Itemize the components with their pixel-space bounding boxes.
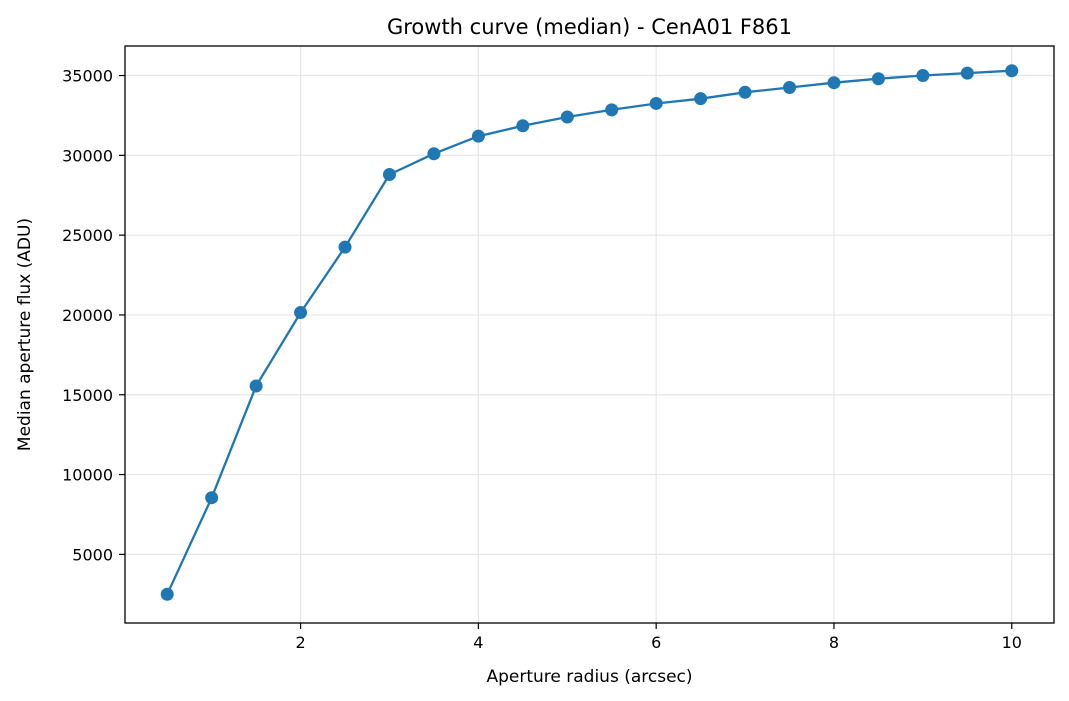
data-point bbox=[294, 306, 308, 320]
y-tick-label: 20000 bbox=[62, 306, 113, 325]
data-point bbox=[471, 129, 485, 143]
data-point bbox=[338, 240, 352, 254]
plot-frame bbox=[124, 45, 1055, 624]
y-tick-label: 25000 bbox=[62, 226, 113, 245]
y-tick-label: 15000 bbox=[62, 386, 113, 405]
x-tick-label: 10 bbox=[1002, 633, 1022, 652]
data-point bbox=[827, 76, 841, 90]
x-axis-ticks: 2 4 6 8 10 bbox=[295, 623, 1022, 652]
chart-title: Growth curve (median) - CenA01 F861 bbox=[387, 15, 792, 39]
data-point bbox=[249, 379, 263, 393]
x-tick-label: 4 bbox=[473, 633, 483, 652]
data-point bbox=[605, 103, 619, 117]
data-point bbox=[694, 92, 708, 106]
y-axis-ticks: 5000 10000 15000 20000 25000 30000 35000 bbox=[62, 67, 125, 564]
data-point bbox=[205, 491, 219, 505]
x-tick-label: 2 bbox=[295, 633, 305, 652]
grid-lines bbox=[125, 46, 1054, 623]
data-point bbox=[1005, 64, 1019, 78]
data-point bbox=[738, 85, 752, 99]
data-point bbox=[871, 72, 885, 86]
y-tick-label: 5000 bbox=[72, 545, 113, 564]
y-tick-label: 30000 bbox=[62, 146, 113, 165]
x-tick-label: 6 bbox=[651, 633, 661, 652]
x-axis-label: Aperture radius (arcsec) bbox=[486, 667, 692, 687]
data-point bbox=[560, 110, 574, 124]
y-tick-label: 35000 bbox=[62, 67, 113, 86]
data-point bbox=[160, 587, 174, 601]
data-point bbox=[516, 119, 530, 133]
series-layer bbox=[160, 64, 1019, 601]
data-point bbox=[960, 66, 974, 80]
y-tick-label: 10000 bbox=[62, 466, 113, 485]
data-point bbox=[916, 69, 930, 83]
data-point bbox=[783, 80, 797, 94]
data-point bbox=[649, 96, 663, 110]
data-point bbox=[382, 167, 396, 181]
data-point bbox=[427, 147, 441, 161]
series-line bbox=[166, 69, 1012, 595]
x-tick-label: 8 bbox=[829, 633, 839, 652]
y-axis-label: Median aperture flux (ADU) bbox=[15, 218, 35, 451]
